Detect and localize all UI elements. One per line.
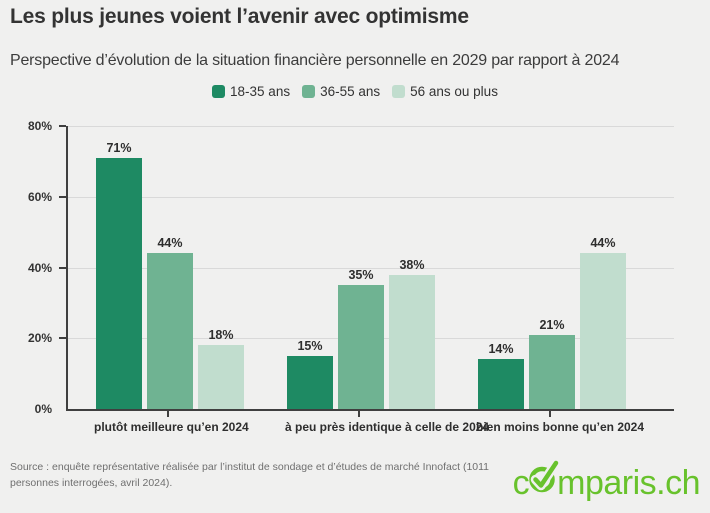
y-tick	[59, 337, 66, 340]
y-axis-label: 20%	[27, 331, 52, 346]
x-tick	[549, 411, 551, 417]
legend-item: 36-55 ans	[302, 84, 380, 99]
y-axis-label: 0%	[34, 402, 52, 416]
y-axis-label: 60%	[27, 189, 52, 204]
legend-item: 18-35 ans	[212, 84, 290, 99]
x-tick	[358, 411, 360, 417]
legend-swatch-icon	[392, 85, 406, 98]
comparis-logo: c mparis.ch	[512, 455, 700, 503]
logo-text-start: c	[512, 464, 530, 503]
plot-area: 71% 44% 18% 15% 35% 38% 14% 21% 44%	[66, 126, 674, 411]
bar-group: 15% 35% 38%	[287, 258, 435, 409]
bar-value-label: 38%	[399, 258, 425, 272]
bar-with-label: 35%	[338, 268, 384, 409]
bar	[338, 285, 384, 409]
x-axis-cell: plutôt meilleure qu’en 2024	[94, 411, 249, 434]
y-axis-label: 80%	[27, 119, 52, 133]
bar-value-label: 44%	[157, 236, 183, 250]
bar-value-label: 18%	[208, 328, 234, 342]
bar	[287, 356, 333, 409]
bar	[147, 253, 193, 409]
y-axis-label: 40%	[27, 260, 52, 275]
bar-value-label: 15%	[297, 339, 323, 353]
y-axis: 0% 20% 40% 60% 80%	[0, 119, 66, 416]
page-title: Les plus jeunes voient l’avenir avec opt…	[10, 5, 469, 28]
source-note: Source : enquête représentative réalisée…	[10, 461, 490, 489]
chart-subtitle: Perspective d’évolution de la situation …	[10, 52, 620, 69]
legend-swatch-icon	[302, 85, 316, 98]
bar-value-label: 21%	[539, 318, 565, 332]
category-label: bien moins bonne qu’en 2024	[476, 420, 645, 434]
bar-with-label: 44%	[580, 236, 626, 409]
y-tick	[59, 195, 66, 198]
bar-value-label: 35%	[348, 268, 374, 282]
legend-item: 56 ans ou plus	[392, 84, 498, 99]
gridline	[68, 267, 674, 269]
legend-swatch-icon	[212, 85, 226, 98]
legend: 18-35 ans 36-55 ans 56 ans ou plus	[0, 84, 710, 99]
category-label: à peu près identique à celle de 2024	[285, 420, 490, 434]
logo-check-o-icon	[529, 458, 561, 493]
bar-group: 14% 21% 44%	[478, 236, 626, 409]
y-tick	[59, 266, 66, 269]
bar-with-label: 15%	[287, 339, 333, 409]
category-label: plutôt meilleure qu’en 2024	[94, 420, 249, 434]
bar-with-label: 21%	[529, 318, 575, 409]
x-axis-labels: plutôt meilleure qu’en 2024 à peu près id…	[66, 411, 646, 434]
bar-value-label: 71%	[106, 141, 132, 155]
bar-value-label: 44%	[590, 236, 616, 250]
bar-with-label: 38%	[389, 258, 435, 409]
bar	[529, 335, 575, 409]
gridline	[68, 126, 674, 127]
bar-value-label: 14%	[488, 342, 514, 356]
bar-chart: 0% 20% 40% 60% 80% 71% 44% 18% 15% 35% 38% 14% 21% 4…	[0, 119, 674, 416]
logo-text-end: mparis.ch	[557, 464, 700, 503]
legend-item-label: 36-55 ans	[320, 84, 381, 99]
y-tick	[59, 125, 66, 127]
gridline	[68, 196, 674, 198]
x-axis-cell: à peu près identique à celle de 2024	[285, 411, 490, 434]
bar-with-label: 71%	[96, 141, 142, 409]
bar-with-label: 44%	[147, 236, 193, 409]
bar-with-label: 14%	[478, 342, 524, 409]
legend-item-label: 56 ans ou plus	[410, 84, 498, 99]
legend-item-label: 18-35 ans	[230, 84, 291, 99]
bar	[580, 253, 626, 409]
bar	[389, 275, 435, 409]
bar-with-label: 18%	[198, 328, 244, 409]
bar	[198, 345, 244, 409]
bar	[96, 158, 142, 409]
x-tick	[167, 411, 169, 417]
x-axis-cell: bien moins bonne qu’en 2024	[476, 411, 645, 434]
bar	[478, 359, 524, 409]
bar-group: 71% 44% 18%	[96, 141, 244, 409]
